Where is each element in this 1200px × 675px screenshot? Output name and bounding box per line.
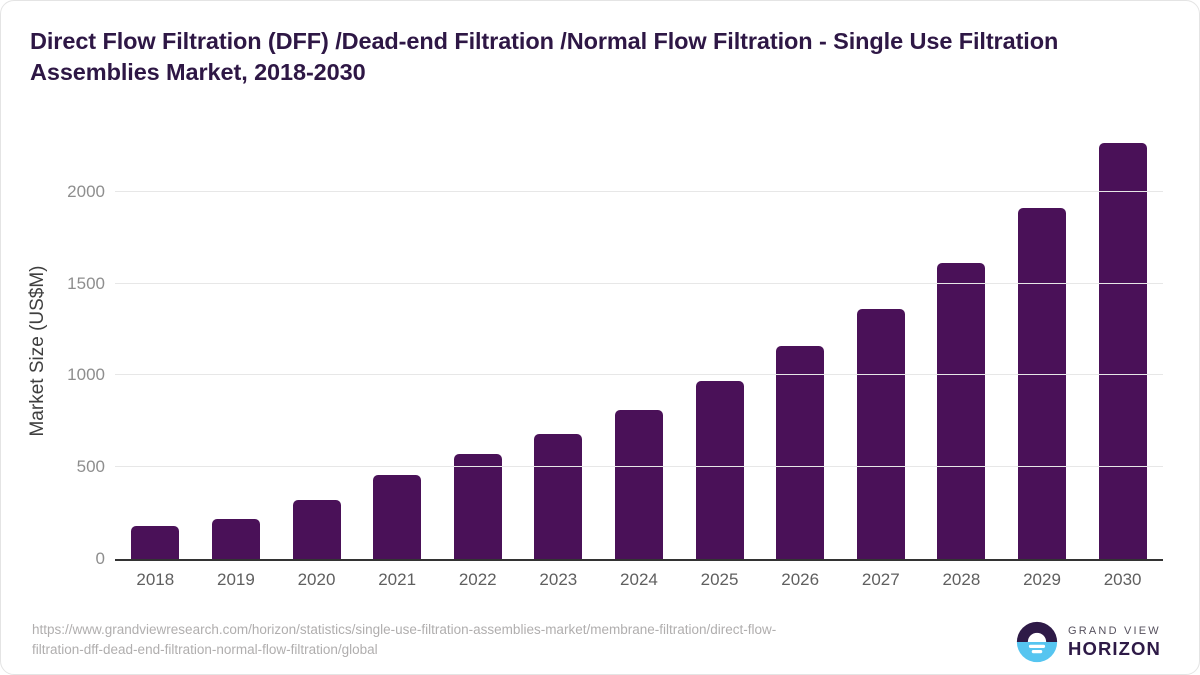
bar-2023 (534, 434, 583, 559)
horizon-sun-icon (1016, 621, 1058, 663)
bar-2030 (1098, 143, 1147, 559)
bar-2027 (856, 309, 905, 559)
logo-brand-line1: GRAND VIEW (1068, 624, 1161, 637)
x-tick-label: 2025 (700, 570, 739, 589)
x-tick-label: 2029 (1023, 570, 1061, 589)
bar-2026 (776, 346, 825, 559)
bar-2021 (373, 474, 422, 559)
x-tick-label: 2028 (942, 570, 981, 589)
y-tick-label: 0 (95, 549, 105, 568)
logo-wordmark: GRAND VIEW HORIZON (1068, 625, 1161, 660)
x-tick-label: 2023 (539, 570, 578, 589)
logo-brand-line2: HORIZON (1068, 637, 1162, 659)
bar-2024 (614, 409, 663, 559)
bar-2028 (937, 262, 986, 559)
grand-view-horizon-logo: GRAND VIEW HORIZON (1016, 620, 1161, 664)
bar-2022 (453, 454, 502, 559)
source-url-line: https://www.grandviewresearch.com/horizo… (32, 622, 777, 637)
y-tick-label: 1500 (67, 273, 105, 293)
x-tick-label: 2019 (216, 570, 255, 589)
bar-2019 (211, 518, 260, 559)
chart-title: Direct Flow Filtration (DFF) /Dead-end F… (30, 28, 1059, 86)
bar-2018 (131, 525, 180, 559)
x-tick-label: 2018 (136, 570, 175, 589)
bar-2020 (292, 499, 341, 559)
gridline (115, 466, 1163, 468)
bar-2029 (1018, 207, 1066, 559)
gridline (115, 282, 1163, 284)
bar-chart: Market Size (US$M) 0 500 1000 1500 2000 2018… (0, 143, 1200, 623)
x-axis-labels: 2018 2019 2020 2021 2022 2023 2024 2025 2026 2027… (115, 570, 1163, 590)
x-tick-label: 2020 (297, 570, 336, 589)
x-tick-label: 2026 (781, 570, 820, 589)
y-tick-label: 1000 (67, 365, 105, 385)
bar-2025 (695, 380, 744, 559)
plot-area (115, 143, 1163, 561)
source-url-line: filtration-dff-dead-end-filtration-norma… (32, 642, 378, 657)
x-tick-label: 2027 (861, 570, 900, 589)
gridline (115, 190, 1163, 192)
gridline (115, 374, 1163, 376)
y-axis-tick-labels: 0 500 1000 1500 2000 (0, 143, 105, 568)
bars-container (115, 143, 1163, 559)
y-tick-label: 2000 (67, 181, 105, 201)
source-url: https://www.grandviewresearch.com/horizo… (32, 620, 932, 660)
x-tick-label: 2030 (1103, 570, 1142, 589)
x-tick-label: 2022 (458, 570, 497, 589)
y-tick-label: 500 (76, 457, 105, 477)
x-tick-label: 2024 (620, 570, 658, 589)
x-tick-label: 2021 (378, 570, 417, 589)
